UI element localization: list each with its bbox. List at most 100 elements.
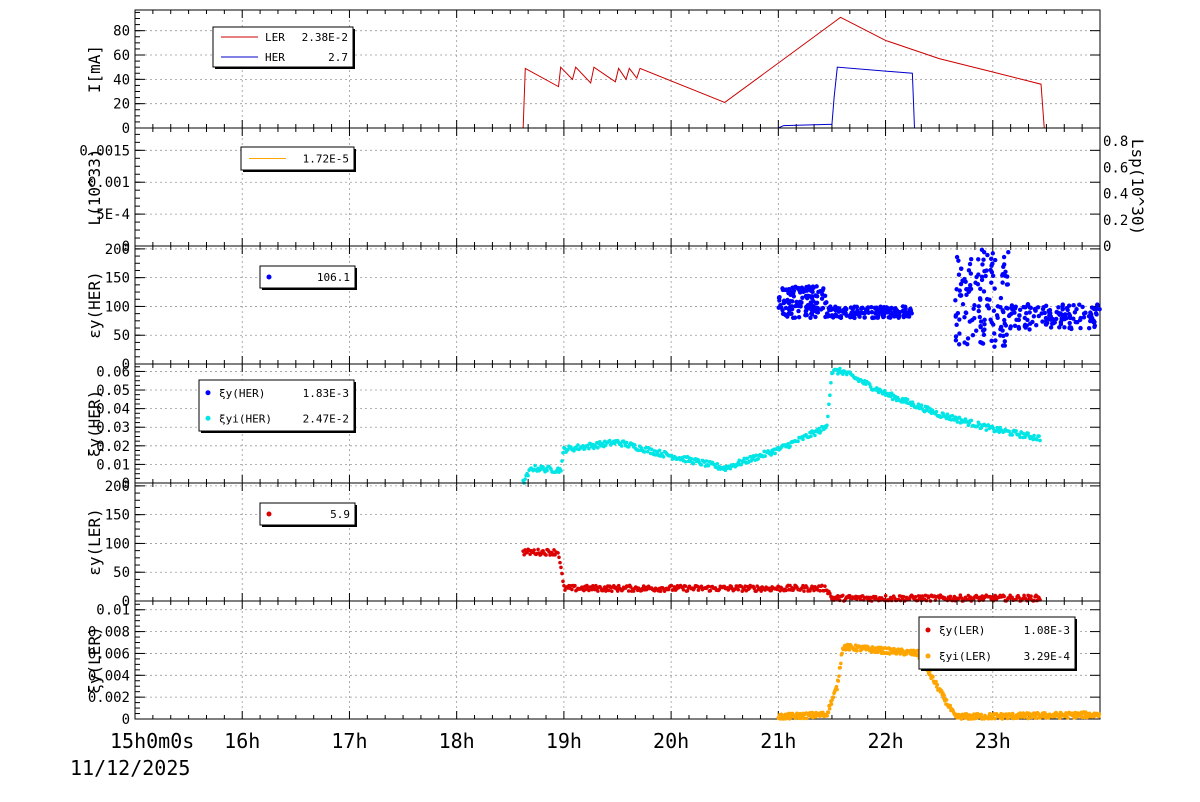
data-point <box>1039 311 1044 316</box>
data-point <box>838 366 842 371</box>
data-point <box>539 552 543 557</box>
y-tick-label: 80 <box>113 24 130 40</box>
data-point <box>1041 304 1046 310</box>
data-point <box>1031 314 1037 319</box>
data-point <box>979 712 984 717</box>
data-point <box>805 585 809 590</box>
data-point <box>1006 250 1011 255</box>
data-point <box>826 710 831 715</box>
data-point <box>666 587 671 592</box>
data-point <box>984 428 989 432</box>
data-point <box>786 300 792 306</box>
data-point <box>632 443 637 447</box>
data-point <box>963 279 968 284</box>
data-point <box>560 459 564 463</box>
data-point <box>526 473 530 478</box>
data-point <box>532 548 536 552</box>
data-point <box>843 305 848 311</box>
data-point <box>596 589 600 593</box>
data-point <box>699 462 704 467</box>
legend-name: ξy(LER) <box>939 624 985 637</box>
data-point <box>969 317 975 323</box>
data-point <box>839 309 845 314</box>
data-point <box>972 303 977 308</box>
data-point <box>982 327 987 332</box>
data-point <box>820 292 825 297</box>
data-point <box>570 587 574 592</box>
data-point <box>819 296 825 301</box>
data-point <box>619 444 624 448</box>
data-point <box>839 661 843 666</box>
data-point <box>813 300 819 306</box>
data-point <box>950 413 955 418</box>
data-point <box>787 304 793 310</box>
legend-marker <box>925 653 931 659</box>
data-point <box>990 251 995 256</box>
data-point <box>657 448 662 453</box>
data-point <box>1067 313 1073 318</box>
data-point <box>948 594 953 599</box>
data-point <box>1027 327 1032 332</box>
data-point <box>981 289 987 294</box>
data-point <box>658 589 663 594</box>
y-axis-label: ξy(HER) <box>85 390 104 457</box>
data-point <box>808 315 813 320</box>
data-point <box>1049 321 1055 326</box>
data-point <box>955 310 961 316</box>
data-point <box>1017 313 1022 318</box>
data-point <box>801 287 806 293</box>
data-point <box>788 444 792 449</box>
data-point <box>563 588 567 592</box>
data-point <box>919 403 924 408</box>
data-point <box>889 312 895 317</box>
data-point <box>968 256 974 262</box>
data-point <box>1014 317 1019 323</box>
data-point <box>973 280 978 285</box>
data-point <box>1071 316 1076 321</box>
data-point <box>971 306 976 311</box>
legend-value: 1.83E-3 <box>303 387 349 400</box>
data-point <box>1010 711 1015 716</box>
data-point <box>851 312 857 317</box>
data-point <box>869 309 875 315</box>
data-point <box>956 342 962 347</box>
data-point <box>823 584 827 589</box>
data-point <box>968 271 974 276</box>
data-point <box>626 589 631 593</box>
data-point <box>803 312 809 317</box>
data-point <box>847 648 852 652</box>
data-point <box>806 287 811 292</box>
data-point <box>1057 325 1062 330</box>
legend-marker <box>205 415 211 421</box>
data-point <box>954 322 959 328</box>
data-point <box>800 295 805 300</box>
data-point <box>988 256 994 262</box>
data-point <box>1005 306 1010 311</box>
data-point <box>1007 429 1011 434</box>
legend-value: 1.08E-3 <box>1024 624 1070 637</box>
data-point <box>948 703 953 708</box>
y-tick-label: 150 <box>105 271 130 287</box>
data-point <box>1035 305 1041 310</box>
data-point <box>691 461 696 466</box>
y-tick-label: 50 <box>113 328 130 344</box>
data-point <box>1071 302 1076 308</box>
data-point <box>882 311 888 316</box>
data-point <box>993 338 998 343</box>
data-point <box>805 303 811 308</box>
data-point <box>1005 274 1010 279</box>
data-point <box>795 286 800 291</box>
data-point <box>1064 305 1070 311</box>
data-point <box>523 548 527 552</box>
data-point <box>965 336 971 341</box>
data-point <box>838 665 842 670</box>
data-point <box>594 583 598 588</box>
data-point <box>989 270 995 275</box>
data-point <box>957 288 962 293</box>
date-label: 11/12/2025 <box>70 756 191 780</box>
data-point <box>968 282 973 288</box>
data-point <box>788 291 793 296</box>
data-point <box>990 273 996 279</box>
data-point <box>855 311 860 317</box>
